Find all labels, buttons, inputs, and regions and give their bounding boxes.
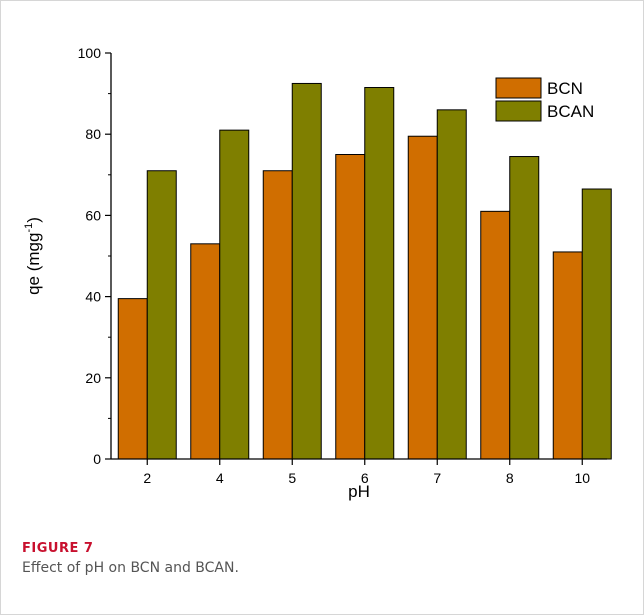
bar-bcan-4 (220, 130, 249, 459)
bar-bcan-7 (437, 110, 466, 459)
x-tick-label: 5 (288, 470, 296, 486)
y-axis-label-sup: -1 (23, 223, 35, 233)
bar-bcn-7 (408, 136, 437, 459)
bar-bcn-8 (481, 211, 510, 459)
legend-label-bcn: BCN (547, 79, 583, 98)
figure-label: FIGURE 7 (22, 541, 93, 556)
legend-swatch-bcn (496, 78, 541, 98)
y-tick-label: 20 (85, 370, 101, 386)
x-tick-label: 8 (506, 470, 514, 486)
bar-bcn-5 (263, 171, 292, 459)
bar-bcan-10 (582, 189, 611, 459)
x-tick-label: 2 (143, 470, 151, 486)
y-tick-label: 40 (85, 289, 101, 305)
y-axis-label-main: qe (mgg (24, 233, 43, 295)
y-ticks: 0 20 40 60 80 100 (78, 45, 111, 467)
y-axis-label: qe (mgg-1) (23, 217, 43, 295)
legend-label-bcan: BCAN (547, 102, 594, 121)
y-tick-label: 0 (93, 451, 101, 467)
x-tick-label: 4 (216, 470, 224, 486)
x-axis-label: pH (348, 482, 370, 501)
bar-bcan-5 (292, 83, 321, 459)
x-tick-label: 10 (574, 470, 590, 486)
legend: BCN BCAN (496, 78, 594, 121)
bar-bcn-4 (191, 244, 220, 459)
y-tick-label: 100 (78, 45, 102, 61)
figure-caption: Effect of pH on BCN and BCAN. (22, 560, 239, 576)
bar-bcan-8 (510, 157, 539, 459)
y-tick-label: 80 (85, 126, 101, 142)
bar-bcn-2 (118, 299, 147, 459)
bar-bcn-6 (336, 155, 365, 460)
y-axis-label-tail: ) (24, 217, 43, 223)
bar-bcn-10 (553, 252, 582, 459)
x-tick-label: 7 (433, 470, 441, 486)
legend-swatch-bcan (496, 101, 541, 121)
bar-bcan-6 (365, 88, 394, 459)
bar-bcan-2 (147, 171, 176, 459)
bars-layer (118, 83, 611, 459)
y-tick-label: 60 (85, 207, 101, 223)
